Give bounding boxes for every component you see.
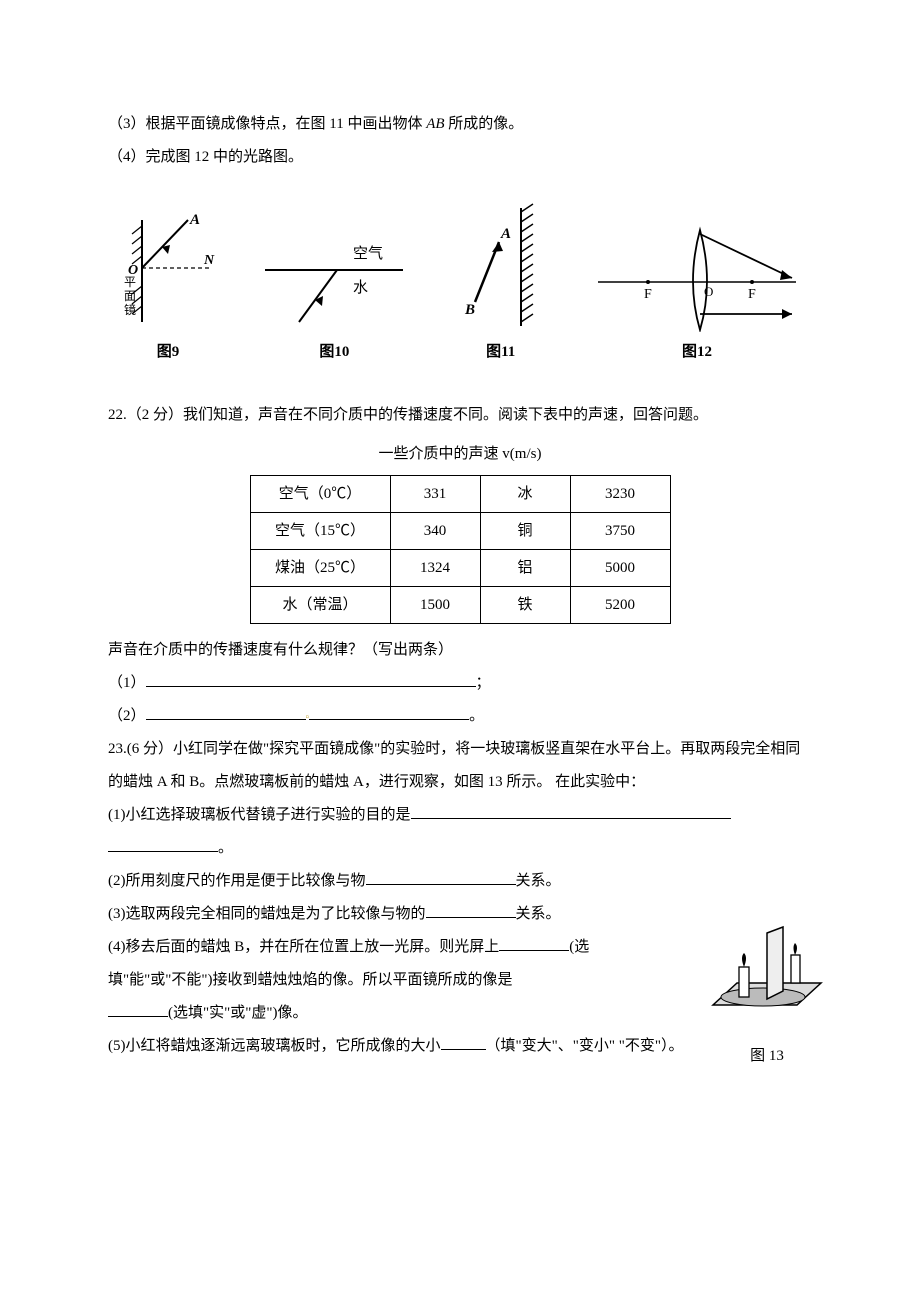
- q22-blank1-pre: （1）: [108, 675, 146, 691]
- q23-5-pre: (5)小红将蜡烛逐渐远离玻璃板时，它所成像的大小: [108, 1038, 441, 1054]
- q22-blank2: （2）▫。: [108, 700, 812, 733]
- q21-4: （4）完成图 12 中的光路图。: [108, 141, 812, 174]
- q23-4a: (4)移去后面的蜡烛 B，并在所在位置上放一光屏。则光屏上(选填"能"或"不能"…: [108, 931, 648, 997]
- figure-12: F F O 图12: [592, 212, 802, 369]
- cell: 水（常温）: [250, 587, 390, 624]
- svg-text:A: A: [189, 212, 200, 228]
- q21-4-text: （4）完成图 12 中的光路图。: [108, 149, 303, 165]
- cell: 3750: [570, 513, 670, 550]
- fig10-water-label: 水: [353, 279, 368, 296]
- q23-4-post: (选填"实"或"虚")像。: [168, 1005, 307, 1021]
- q21-3-text: （3）根据平面镜成像特点，在图 11 中画出物体: [108, 116, 426, 132]
- cell: 空气（15℃）: [250, 513, 390, 550]
- svg-text:平: 平: [124, 275, 136, 289]
- table-row: 水（常温） 1500 铁 5200: [250, 587, 670, 624]
- figures-row: A N O 平 面 镜 图9 空气 水 图10: [108, 202, 812, 369]
- svg-text:O: O: [704, 284, 713, 299]
- blank-line: [366, 870, 516, 885]
- svg-text:镜: 镜: [124, 302, 136, 317]
- figure-10: 空气 水 图10: [259, 222, 409, 369]
- q23-1-pre: (1)小红选择玻璃板代替镜子进行实验的目的是: [108, 807, 411, 823]
- q22-blank1: （1） ；: [108, 667, 812, 700]
- fig12-svg: F F O: [592, 212, 802, 332]
- blank-line: [108, 837, 218, 852]
- cell: 1500: [390, 587, 480, 624]
- q23-2: (2)所用刻度尺的作用是便于比较像与物 关系。: [108, 865, 648, 898]
- fig11-svg: A B: [451, 202, 551, 332]
- fig10-svg: 空气 水: [259, 222, 409, 332]
- figure-9: A N O 平 面 镜 图9: [118, 212, 218, 369]
- cell: 铁: [480, 587, 570, 624]
- fig13-svg: [707, 925, 827, 1025]
- cell: 铝: [480, 550, 570, 587]
- cell: 冰: [480, 476, 570, 513]
- q22-blank1-post: ；: [476, 675, 491, 691]
- cell: 340: [390, 513, 480, 550]
- q22-blank2-post: 。: [469, 708, 484, 724]
- q23-3-pre: (3)选取两段完全相同的蜡烛是为了比较像与物的: [108, 906, 426, 922]
- q22-lead: 22.（2 分）我们知道，声音在不同介质中的传播速度不同。阅读下表中的声速，回答…: [108, 399, 812, 432]
- sound-speed-table: 空气（0℃） 331 冰 3230 空气（15℃） 340 铜 3750 煤油（…: [250, 475, 671, 624]
- q23-3-post: 关系。: [516, 906, 561, 922]
- cell: 331: [390, 476, 480, 513]
- q23-2-post: 关系。: [516, 873, 561, 889]
- svg-text:A: A: [500, 226, 511, 242]
- q23-lead: 23.(6 分）小红同学在做"探究平面镜成像"的实验时，将一块玻璃板竖直架在水平…: [108, 733, 812, 799]
- blank-line: [499, 936, 569, 951]
- cell: 空气（0℃）: [250, 476, 390, 513]
- table-row: 空气（15℃） 340 铜 3750: [250, 513, 670, 550]
- q23-4-pre: (4)移去后面的蜡烛 B，并在所在位置上放一光屏。则光屏上: [108, 939, 499, 955]
- q23-1: (1)小红选择玻璃板代替镜子进行实验的目的是: [108, 799, 812, 832]
- q22-rule: 声音在介质中的传播速度有什么规律？（写出两条）: [108, 634, 812, 667]
- cell: 铜: [480, 513, 570, 550]
- blank-line: [146, 705, 306, 720]
- figure-11: A B 图11: [451, 202, 551, 369]
- blank-line: [146, 672, 476, 687]
- q23-2-pre: (2)所用刻度尺的作用是便于比较像与物: [108, 873, 366, 889]
- q23-1-end: 。: [218, 840, 233, 856]
- cell: 煤油（25℃）: [250, 550, 390, 587]
- cell: 1324: [390, 550, 480, 587]
- table-row: 空气（0℃） 331 冰 3230: [250, 476, 670, 513]
- fig9-label: 图9: [157, 336, 180, 369]
- cell: 5200: [570, 587, 670, 624]
- blank-line: [108, 1002, 168, 1017]
- blank-line: [441, 1035, 486, 1050]
- q21-3-ab: AB: [426, 116, 444, 132]
- fig11-label: 图11: [486, 336, 515, 369]
- fig13-label: 图 13: [702, 1040, 832, 1073]
- figure-13: 图 13: [702, 925, 832, 1073]
- q21-3-tail: 所成的像。: [445, 116, 524, 132]
- cell: 3230: [570, 476, 670, 513]
- table-title: 一些介质中的声速 v(m/s): [108, 438, 812, 471]
- fig10-label: 图10: [319, 336, 349, 369]
- cell: 5000: [570, 550, 670, 587]
- svg-text:F: F: [748, 287, 756, 302]
- blank-line: [411, 804, 731, 819]
- svg-text:B: B: [464, 302, 475, 318]
- blank-line: [309, 705, 469, 720]
- blank-line: [426, 903, 516, 918]
- table-row: 煤油（25℃） 1324 铝 5000: [250, 550, 670, 587]
- q23-wrap: 图 13 (2)所用刻度尺的作用是便于比较像与物关系。 (3)选取两段完全相同的…: [108, 865, 812, 1030]
- svg-text:N: N: [203, 253, 215, 268]
- fig12-label: 图12: [682, 336, 712, 369]
- q23-5-post: （填"变大"、"变小" "不变"）。: [486, 1038, 684, 1054]
- q23-3: (3)选取两段完全相同的蜡烛是为了比较像与物的 关系。: [108, 898, 648, 931]
- q22-blank2-pre: （2）: [108, 708, 146, 724]
- fig10-air-label: 空气: [353, 245, 383, 262]
- svg-text:F: F: [644, 287, 652, 302]
- svg-text:面: 面: [124, 289, 136, 303]
- q21-3: （3）根据平面镜成像特点，在图 11 中画出物体 AB 所成的像。: [108, 108, 812, 141]
- fig9-svg: A N O 平 面 镜: [118, 212, 218, 332]
- q23-1b: 。: [108, 832, 812, 865]
